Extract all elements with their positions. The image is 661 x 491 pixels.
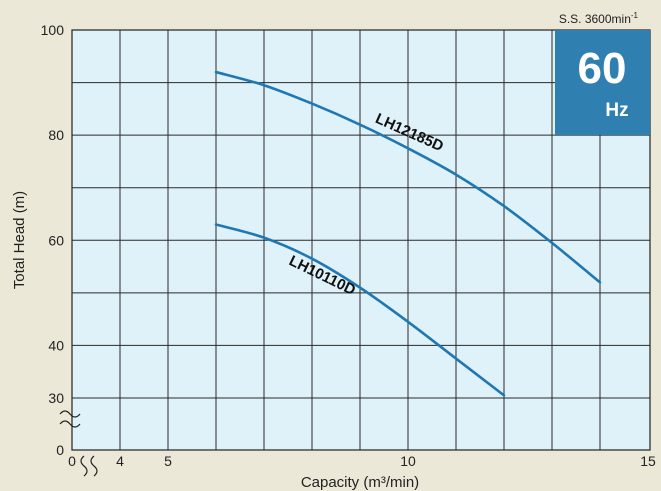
x-tick-label: 15 [640,453,656,469]
x-tick-label: 4 [116,453,124,469]
y-axis-break [59,410,81,418]
speed-note: S.S. 3600min-1 [559,11,639,26]
y-tick-label: 30 [48,390,64,406]
frequency-badge: 60 Hz [555,30,650,135]
series-curve-lh12185d [214,70,602,284]
x-axis-title: Capacity (m³/min) [301,474,419,491]
grid-lines [72,30,650,450]
axis-break-marks [59,410,98,477]
x-tick-label: 0 [68,453,76,469]
x-axis-break [90,455,98,477]
frequency-badge-background [555,30,650,135]
y-tick-label: 100 [41,22,65,38]
y-tick-label: 80 [48,127,64,143]
x-tick-label: 5 [164,453,172,469]
y-axis-title: Total Head (m) [11,191,28,289]
y-tick-label: 40 [48,337,64,353]
tick-labels: 0 4 5 10 15 0 30 40 60 80 100 [41,22,656,469]
y-axis-break [59,420,81,428]
x-tick-label: 10 [400,453,416,469]
series-curve-lh10110d [214,223,506,397]
y-tick-label: 60 [48,232,64,248]
frequency-badge-unit: Hz [605,100,628,121]
frequency-badge-number: 60 [578,44,627,93]
y-tick-label: 0 [56,442,64,458]
x-axis-break [80,455,88,477]
